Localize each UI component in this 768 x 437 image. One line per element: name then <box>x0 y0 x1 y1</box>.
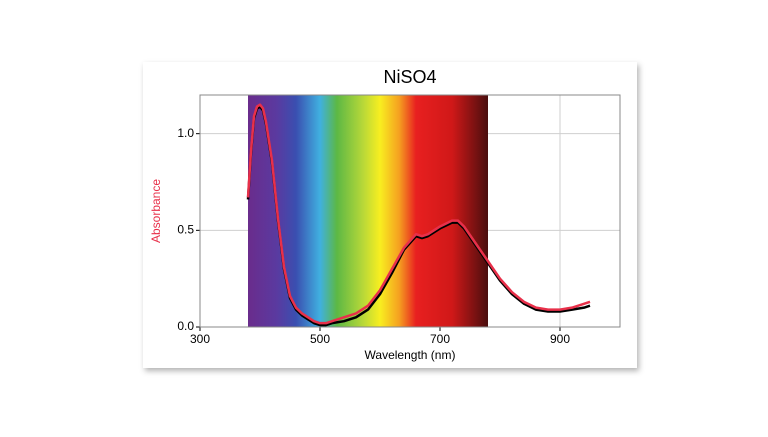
x-tick-label: 500 <box>310 332 330 346</box>
x-tick-label: 900 <box>550 332 570 346</box>
plot-frame <box>199 94 621 328</box>
y-tick-label: 0.0 <box>177 319 194 333</box>
x-axis-label: Wavelength (nm) <box>365 348 456 362</box>
chart-title: NiSO4 <box>383 67 436 87</box>
x-tick-label: 300 <box>190 332 210 346</box>
spectrum <box>248 95 488 327</box>
x-tick-label: 700 <box>430 332 450 346</box>
y-axis-label: Absorbance <box>149 179 163 243</box>
data-line <box>246 103 591 325</box>
y-tick-label: 1.0 <box>177 126 194 140</box>
y-tick-label: 0.5 <box>177 223 194 237</box>
